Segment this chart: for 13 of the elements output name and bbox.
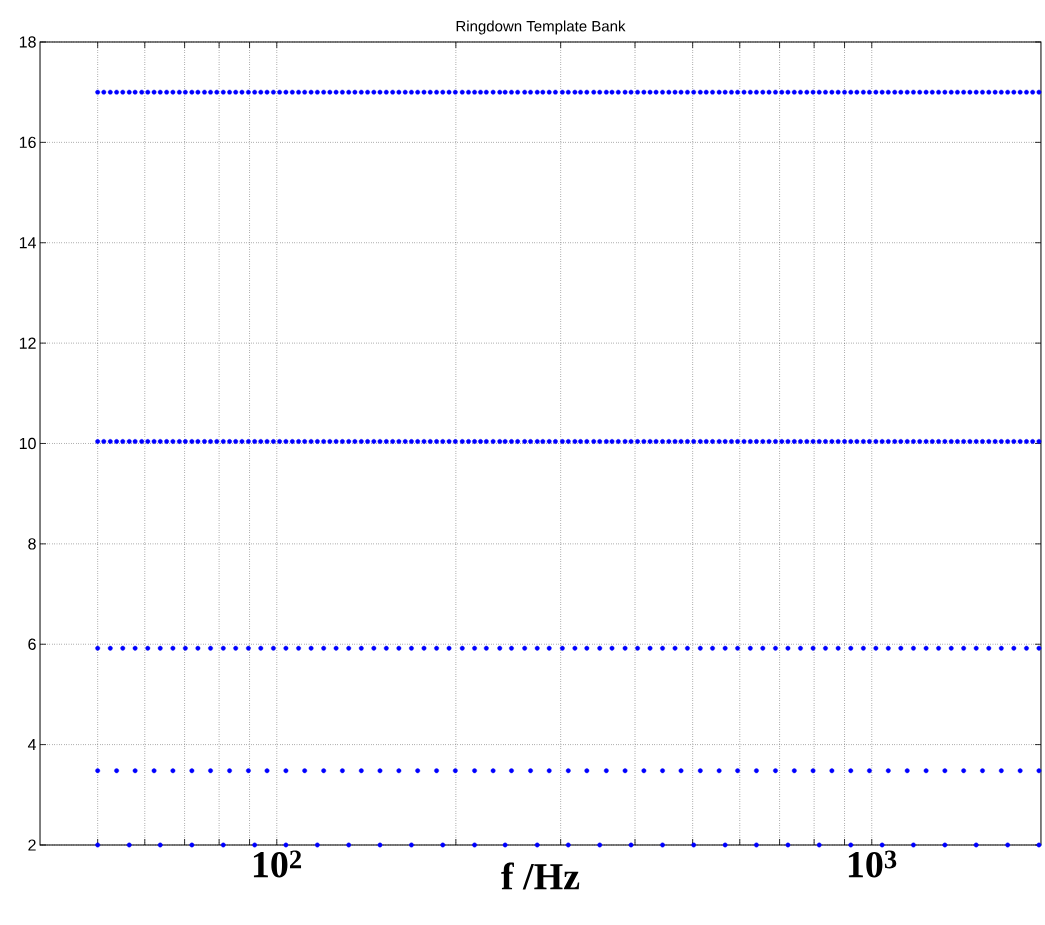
x-tick-label: 10$^{3}$ [848, 850, 897, 878]
y-tick-label: 16 [19, 136, 36, 149]
x-axis-title: f /Hz [501, 862, 580, 890]
y-tick-label: 10 [19, 437, 36, 450]
y-tick-label: 18 [19, 36, 36, 48]
y-tick-label: 8 [28, 538, 36, 550]
y-tick-label: 4 [27, 739, 37, 751]
x-tick-label: 10$^{2}$ [253, 850, 302, 878]
y-tick-label: 12 [19, 337, 36, 349]
y-tick-label: 6 [28, 638, 36, 650]
chart-title: Ringdown Template Bank [456, 20, 626, 35]
y-tick-label: 14 [19, 237, 36, 249]
y-tick-label: 2 [28, 839, 36, 851]
